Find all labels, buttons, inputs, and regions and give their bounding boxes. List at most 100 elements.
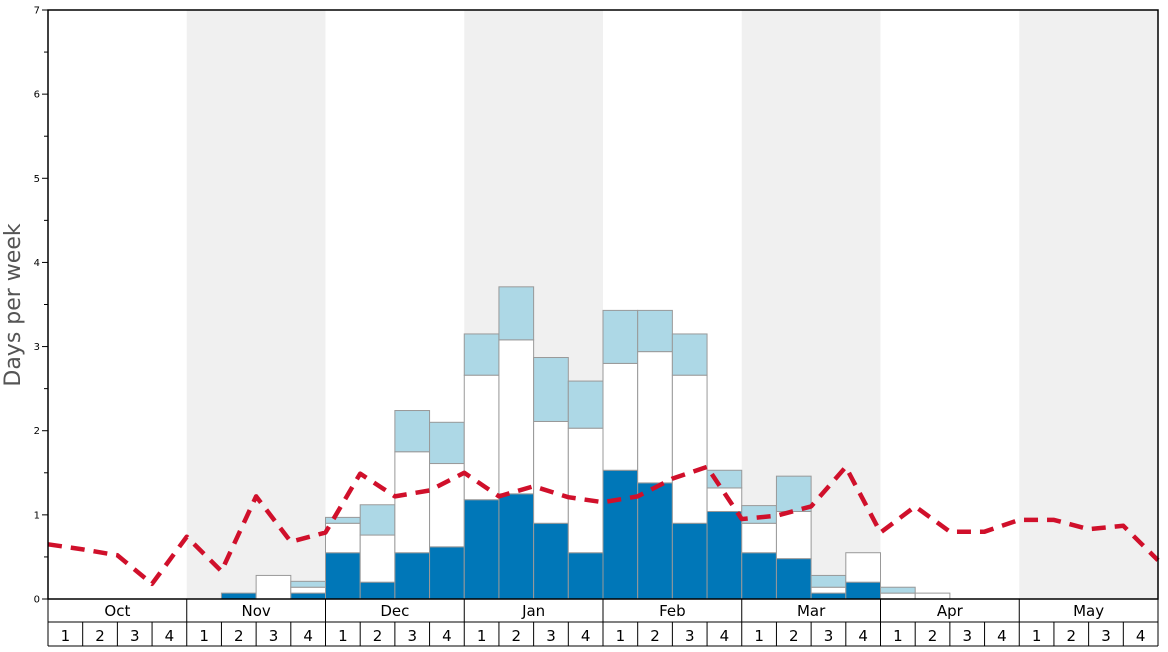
week-label: 2	[512, 627, 522, 645]
month-shade-may	[1019, 10, 1158, 599]
bar-top-13	[463, 333, 500, 376]
bar-top-11	[394, 410, 431, 453]
bar-bottom-8	[290, 592, 326, 600]
bar-middle-23	[810, 586, 847, 594]
week-label: 1	[754, 627, 764, 645]
x-axis: Oct Nov Dec Jan Feb Mar Apr May 1 2 3 4 1 2 3 4 1 2 3 4 1 2 3 4…	[47, 599, 1159, 647]
bar-top-17	[602, 309, 639, 364]
bar-stacks	[220, 286, 951, 600]
week-label: 3	[962, 627, 972, 645]
bar-middle-19	[671, 374, 708, 524]
bar-middle-25	[880, 592, 916, 600]
week-label: 3	[407, 627, 417, 645]
bar-top-15	[533, 357, 569, 422]
bar-middle-22	[775, 510, 812, 560]
bar-middle-11	[394, 451, 431, 554]
bar-middle-18	[637, 351, 673, 484]
week-label: 3	[546, 627, 556, 645]
week-label: 3	[269, 627, 279, 645]
bar-bottom-6	[220, 592, 257, 600]
week-label: 3	[824, 627, 834, 645]
y-tick-label: 6	[34, 90, 40, 101]
bar-middle-8	[290, 586, 326, 594]
week-label: 1	[1032, 627, 1042, 645]
bar-top-22	[775, 475, 812, 512]
week-label: 4	[997, 627, 1007, 645]
bar-middle-16	[567, 427, 604, 554]
bar-bottom-22	[775, 558, 812, 600]
week-label: 3	[1101, 627, 1111, 645]
y-tick-label: 3	[34, 342, 40, 353]
bar-top-12	[429, 421, 465, 465]
week-label: 4	[720, 627, 730, 645]
bar-middle-17	[602, 362, 639, 471]
bar-middle-10	[359, 534, 396, 583]
month-label-nov: Nov	[241, 602, 270, 620]
week-label: 2	[373, 627, 383, 645]
bar-top-25	[880, 586, 916, 594]
bar-top-18	[637, 309, 673, 353]
y-tick-label: 7	[34, 6, 40, 17]
bar-top-10	[359, 504, 396, 536]
bar-middle-13	[463, 374, 500, 501]
bar-middle-7	[255, 574, 292, 600]
week-label: 2	[234, 627, 244, 645]
bar-middle-24	[845, 552, 881, 583]
week-label: 2	[650, 627, 660, 645]
bar-bottom-11	[394, 552, 431, 600]
bar-bottom-13	[463, 499, 500, 600]
week-label: 1	[61, 627, 71, 645]
week-label: 4	[1136, 627, 1146, 645]
bar-bottom-9	[325, 552, 361, 600]
bar-top-16	[567, 380, 604, 429]
week-label: 3	[130, 627, 140, 645]
month-label-feb: Feb	[659, 602, 686, 620]
week-label: 4	[303, 627, 313, 645]
y-tick-label: 1	[34, 510, 40, 521]
week-label: 4	[858, 627, 868, 645]
month-label-dec: Dec	[380, 602, 409, 620]
week-label: 1	[338, 627, 348, 645]
month-label-jan: Jan	[521, 602, 545, 620]
y-tick-label: 0	[34, 595, 40, 606]
bar-bottom-24	[845, 581, 881, 600]
week-label: 1	[893, 627, 903, 645]
bar-middle-9	[325, 522, 361, 554]
bar-middle-20	[706, 487, 743, 512]
bar-middle-26	[914, 592, 951, 600]
week-label: 4	[442, 627, 452, 645]
bar-bottom-18	[637, 482, 673, 600]
bar-top-19	[671, 333, 708, 376]
bar-bottom-12	[429, 546, 465, 600]
bar-bottom-14	[498, 493, 535, 600]
week-label: 3	[685, 627, 695, 645]
bar-bottom-17	[602, 469, 639, 600]
y-tick-label: 2	[34, 426, 40, 437]
bar-top-20	[706, 469, 743, 489]
month-label-mar: Mar	[797, 602, 826, 620]
week-label: 1	[199, 627, 209, 645]
week-label: 1	[477, 627, 487, 645]
bar-middle-21	[741, 522, 777, 554]
bar-bottom-23	[810, 592, 847, 600]
month-label-oct: Oct	[104, 602, 130, 620]
bar-bottom-19	[671, 522, 708, 600]
week-label: 2	[95, 627, 105, 645]
bar-top-23	[810, 574, 847, 588]
month-label-apr: Apr	[937, 602, 964, 620]
week-label: 2	[789, 627, 799, 645]
bar-bottom-15	[533, 522, 569, 600]
y-tick-label: 4	[34, 258, 40, 269]
week-label: 4	[165, 627, 175, 645]
month-label-may: May	[1073, 602, 1104, 620]
bar-bottom-16	[567, 552, 604, 600]
bar-bottom-21	[741, 552, 777, 600]
week-label: 4	[581, 627, 591, 645]
bar-top-14	[498, 286, 535, 341]
bar-bottom-10	[359, 581, 396, 600]
bar-top-9	[325, 516, 361, 524]
week-label: 2	[1067, 627, 1077, 645]
bar-bottom-20	[706, 510, 743, 600]
